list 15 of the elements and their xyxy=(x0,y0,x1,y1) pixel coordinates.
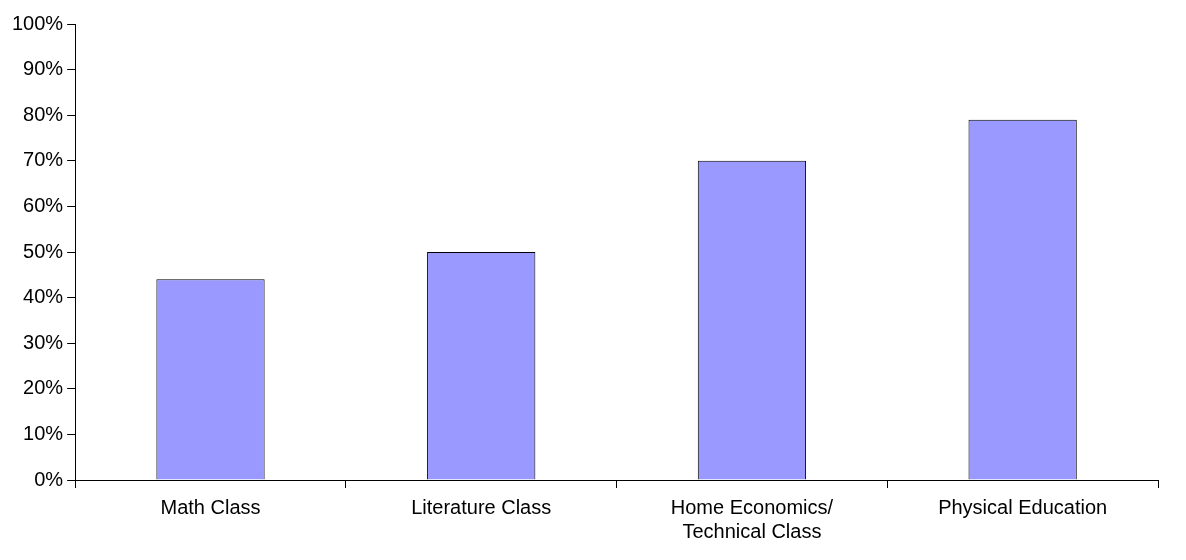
y-tick-label: 20% xyxy=(23,376,64,399)
y-tick-label: 50% xyxy=(23,239,64,262)
y-tick-label: 10% xyxy=(23,421,64,444)
x-tick-label: Home Economics/ Technical Class xyxy=(670,495,834,542)
x-tick-label: Literature Class xyxy=(411,495,552,518)
y-tick-label: 60% xyxy=(23,193,64,216)
x-tick-label: Math Class xyxy=(160,495,261,518)
y-tick-label: 0% xyxy=(34,467,64,490)
y-tick-label: 80% xyxy=(23,102,64,125)
y-tick-label: 40% xyxy=(23,285,64,308)
x-tick-label: Physical Education xyxy=(938,495,1108,518)
y-tick-label: 70% xyxy=(23,148,64,171)
y-tick-label: 100% xyxy=(12,11,64,34)
y-tick-label: 30% xyxy=(23,330,64,353)
y-tick-label: 90% xyxy=(23,57,64,80)
